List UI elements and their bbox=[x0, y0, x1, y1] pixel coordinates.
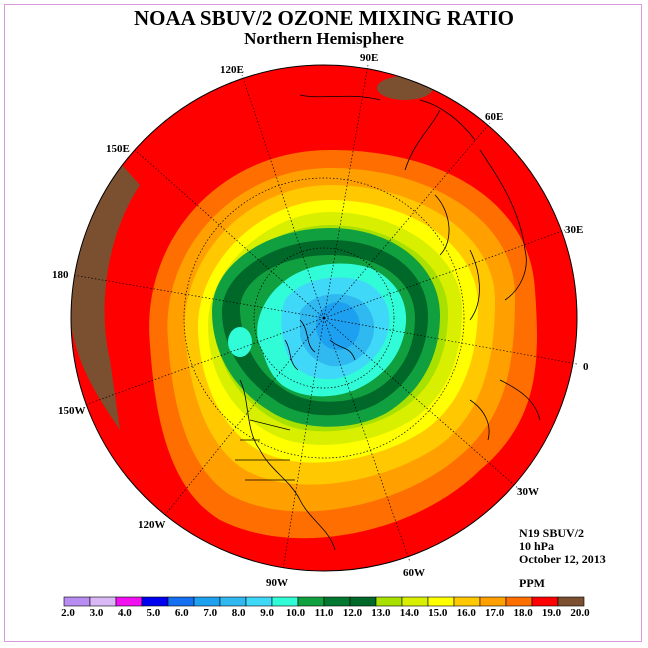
high-ozone-patch-north bbox=[377, 76, 433, 100]
colorbar-swatch bbox=[245, 596, 273, 607]
lon-label-120e: 120E bbox=[220, 64, 244, 76]
meridian-150w bbox=[84, 317, 325, 406]
colorbar-tick: 15.0 bbox=[428, 607, 448, 619]
lon-label-120w: 120W bbox=[138, 519, 166, 531]
coastlines bbox=[235, 94, 541, 551]
colorbar-tick: 2.0 bbox=[61, 607, 75, 619]
colorbar-tick: 8.0 bbox=[231, 607, 246, 619]
colorbar-tick: 9.0 bbox=[260, 607, 274, 619]
colorbar-tick: 14.0 bbox=[399, 607, 419, 619]
date-label: October 12, 2013 bbox=[519, 552, 606, 566]
instrument-label: N19 SBUV/2 bbox=[519, 526, 585, 540]
meridian-60e bbox=[323, 122, 491, 319]
longitude-labels: 90E 60E 30E 0 30W 60W 90W 120W 150W 180 … bbox=[52, 52, 589, 589]
meridian-180 bbox=[72, 274, 325, 319]
meridian-30w bbox=[323, 317, 521, 491]
map-boundary bbox=[70, 64, 578, 572]
meridian-30e bbox=[323, 229, 566, 319]
colorbar-swatch bbox=[505, 596, 533, 607]
colorbar-swatch bbox=[297, 596, 325, 607]
colorbar-swatch bbox=[63, 596, 91, 607]
units-label: PPM bbox=[519, 576, 545, 590]
colorbar-swatch bbox=[141, 596, 169, 607]
lon-label-90w: 90W bbox=[266, 577, 288, 589]
colorbar-swatch bbox=[89, 596, 117, 607]
pressure-level-label: 10 hPa bbox=[519, 539, 555, 553]
map-title: NOAA SBUV/2 OZONE MIXING RATIO bbox=[134, 6, 514, 30]
colorbar-tick: 3.0 bbox=[89, 607, 104, 619]
meridian-0 bbox=[323, 317, 578, 365]
lon-label-0: 0 bbox=[583, 361, 589, 373]
colorbar-tick: 20.0 bbox=[570, 607, 590, 619]
lon-label-90e: 90E bbox=[360, 52, 378, 64]
colorbar-tick: 19.0 bbox=[541, 607, 562, 619]
lon-label-150e: 150E bbox=[106, 143, 130, 155]
eurasia-coast bbox=[299, 94, 527, 321]
meridian-90e bbox=[323, 64, 369, 319]
colorbar-tick: 10.0 bbox=[285, 607, 306, 619]
colorbar-swatch bbox=[557, 596, 585, 607]
meridian-90w bbox=[282, 317, 325, 571]
colorbar-swatch bbox=[479, 596, 507, 607]
latitude-50 bbox=[183, 177, 465, 459]
colorbar-swatch bbox=[219, 596, 247, 607]
colorbar-swatch bbox=[453, 596, 481, 607]
colorbar-swatch bbox=[323, 596, 351, 607]
colorbar-tick: 6.0 bbox=[174, 607, 189, 619]
lon-label-30w: 30W bbox=[517, 486, 539, 498]
colorbar-swatch bbox=[167, 596, 195, 607]
colorbar-swatch bbox=[401, 596, 429, 607]
colorbar-tick: 18.0 bbox=[513, 607, 533, 619]
europe-coast bbox=[469, 379, 541, 441]
ozone-field bbox=[71, 65, 577, 571]
colorbar-tick: 12.0 bbox=[342, 607, 363, 619]
colorbar-tick: 4.0 bbox=[118, 607, 132, 619]
figure-frame bbox=[4, 4, 642, 642]
colorbar-swatch bbox=[427, 596, 455, 607]
colorbar-tick: 7.0 bbox=[203, 607, 218, 619]
latitude-70 bbox=[253, 247, 395, 389]
colorbar-tick: 5.0 bbox=[146, 607, 161, 619]
colorbar-swatch bbox=[349, 596, 377, 607]
colorbar-swatch bbox=[375, 596, 403, 607]
colorbar-swatch bbox=[271, 596, 299, 607]
lon-label-60w: 60W bbox=[403, 567, 425, 579]
colorbar bbox=[63, 596, 585, 607]
graticule bbox=[72, 64, 578, 571]
colorbar-tick: 13.0 bbox=[371, 607, 391, 619]
lon-label-60e: 60E bbox=[485, 111, 503, 123]
lon-label-180: 180 bbox=[52, 269, 69, 281]
colorbar-swatch bbox=[531, 596, 559, 607]
meridian-60w bbox=[323, 317, 411, 563]
north-america-coast bbox=[235, 379, 336, 551]
ring-11-island bbox=[228, 327, 252, 357]
meridian-120e bbox=[241, 74, 325, 319]
colorbar-swatch bbox=[193, 596, 221, 607]
colorbar-tick: 16.0 bbox=[456, 607, 476, 619]
high-ozone-patch-west bbox=[71, 165, 140, 430]
meridian-120w bbox=[164, 317, 325, 516]
meridian-150e bbox=[134, 149, 325, 319]
colorbar-tick: 17.0 bbox=[485, 607, 505, 619]
colorbar-swatch bbox=[115, 596, 143, 607]
map-subtitle: Northern Hemisphere bbox=[244, 29, 404, 48]
lon-label-150w: 150W bbox=[58, 405, 86, 417]
colorbar-tick: 11.0 bbox=[314, 607, 334, 619]
lon-label-30e: 30E bbox=[565, 224, 583, 236]
